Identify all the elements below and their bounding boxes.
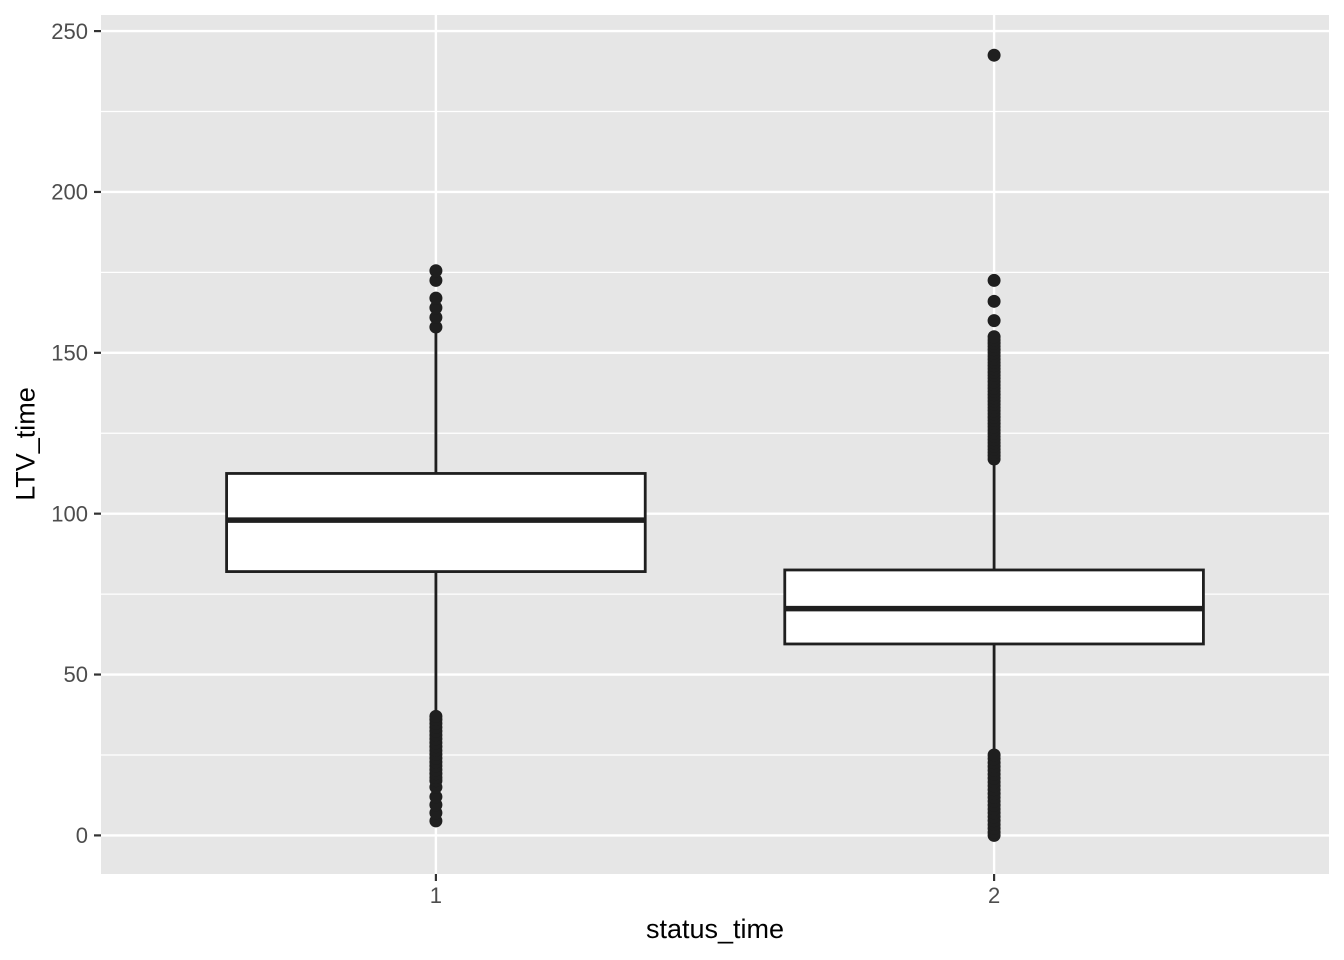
outlier-point	[987, 48, 1001, 62]
outlier-point	[429, 310, 443, 324]
outlier-point	[429, 301, 443, 315]
outlier-point	[429, 291, 443, 305]
outlier-point	[987, 273, 1001, 287]
x-tick-label: 2	[988, 883, 1000, 908]
y-tick-label: 100	[51, 501, 88, 526]
outlier-point	[987, 314, 1001, 328]
outlier-point	[429, 709, 443, 723]
y-tick-label: 50	[64, 662, 88, 687]
outlier-point	[987, 294, 1001, 308]
y-axis-title: LTV_time	[10, 387, 41, 501]
outlier-point	[429, 273, 443, 287]
outlier-point	[987, 748, 1001, 762]
y-tick-label: 0	[76, 823, 88, 848]
x-tick-label: 1	[430, 883, 442, 908]
y-tick-label: 250	[51, 19, 88, 44]
outlier-point	[987, 330, 1001, 344]
plot-panel	[101, 15, 1329, 874]
x-axis-title: status_time	[645, 914, 785, 944]
y-tick-label: 200	[51, 180, 88, 205]
outlier-point	[429, 320, 443, 334]
y-tick-label: 150	[51, 341, 88, 366]
outlier-point	[429, 264, 443, 278]
outlier-point	[429, 790, 443, 804]
